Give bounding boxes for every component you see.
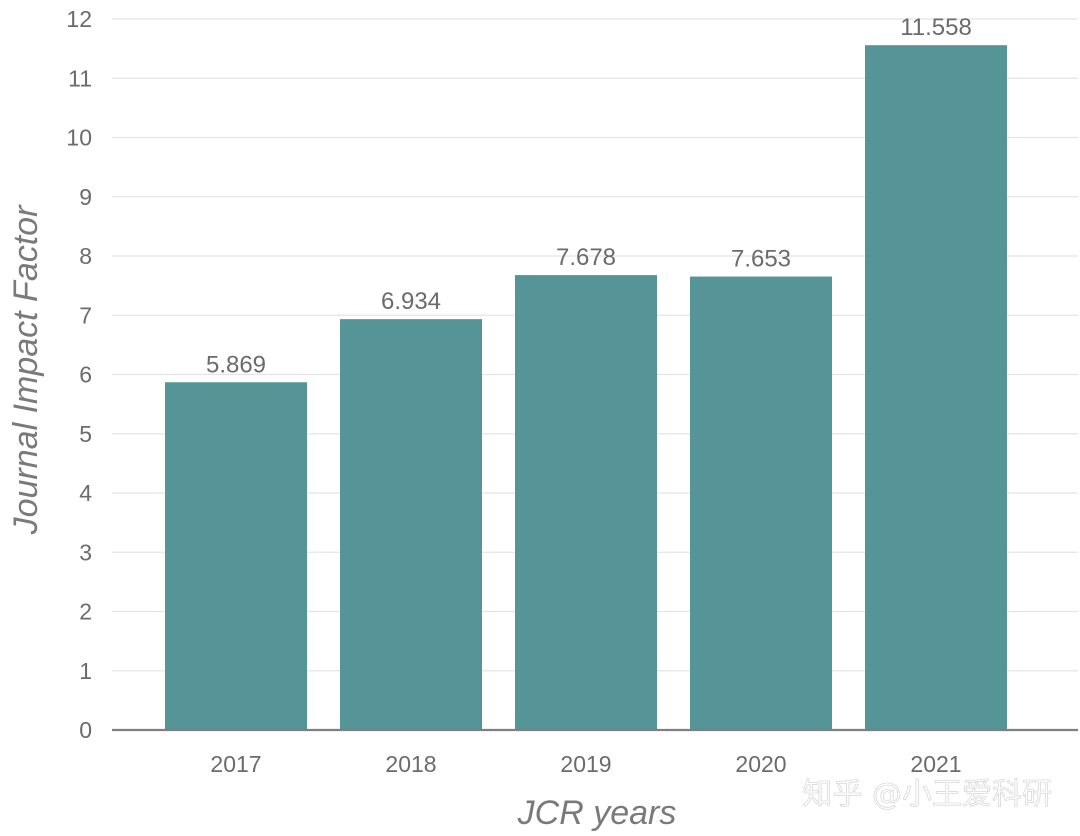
x-tick-label: 2017 — [210, 751, 261, 777]
y-tick-label: 9 — [79, 184, 92, 210]
y-tick-label: 0 — [79, 717, 92, 743]
y-tick-label: 4 — [79, 480, 92, 506]
y-tick-label: 2 — [79, 599, 92, 625]
y-tick-label: 10 — [66, 125, 92, 151]
y-tick-label: 11 — [68, 65, 92, 91]
y-tick-label: 3 — [79, 539, 92, 565]
x-tick-label: 2021 — [910, 751, 961, 777]
bars — [165, 45, 1007, 731]
bar-2018 — [340, 319, 482, 730]
labels: 01234567891011125.86920176.93420187.6782… — [66, 6, 971, 777]
bar-2019 — [515, 275, 657, 730]
y-tick-label: 8 — [79, 243, 92, 269]
bar-2017 — [165, 382, 307, 730]
x-tick-label: 2019 — [560, 751, 611, 777]
y-tick-label: 12 — [66, 6, 92, 32]
bar-2021 — [865, 45, 1007, 731]
bar-2020 — [690, 276, 832, 730]
x-axis-title: JCR years — [517, 794, 677, 832]
x-tick-label: 2020 — [735, 751, 786, 777]
y-axis-title: Journal Impact Factor — [7, 204, 45, 535]
x-tick-label: 2018 — [385, 751, 436, 777]
y-tick-label: 5 — [79, 421, 92, 447]
y-tick-label: 7 — [79, 302, 92, 328]
data-label-2017: 5.869 — [206, 351, 266, 378]
data-label-2021: 11.558 — [900, 14, 972, 41]
data-label-2018: 6.934 — [381, 288, 441, 315]
y-tick-label: 1 — [79, 658, 92, 684]
y-tick-label: 6 — [79, 362, 92, 388]
data-label-2019: 7.678 — [556, 244, 616, 271]
watermark-text: 知乎 @小王爱科研 — [802, 777, 1052, 812]
data-label-2020: 7.653 — [731, 246, 791, 273]
